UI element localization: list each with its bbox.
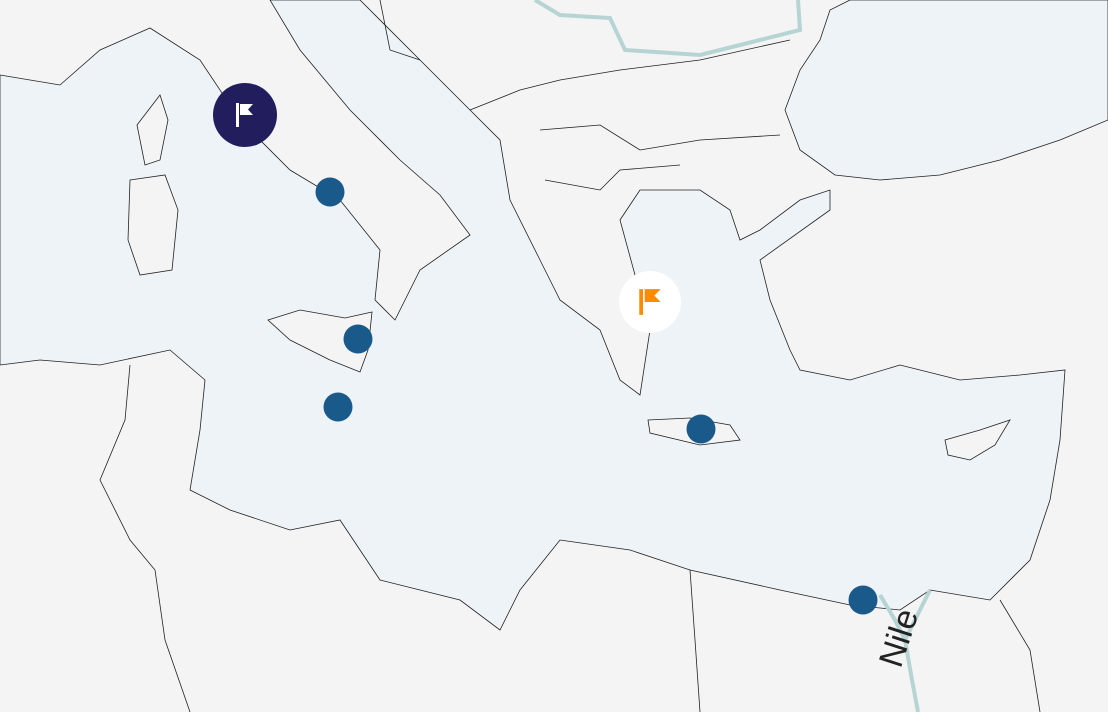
location-dot[interactable] xyxy=(686,414,716,444)
flag-icon xyxy=(639,289,661,315)
river-nile xyxy=(878,589,932,712)
island-corsica xyxy=(136,94,169,166)
flag-icon xyxy=(236,103,253,127)
sea-black-sea xyxy=(784,0,1108,181)
river-danube xyxy=(533,0,803,58)
location-dot[interactable] xyxy=(343,324,373,354)
sea-mediterranean xyxy=(0,0,1066,631)
location-dot[interactable] xyxy=(848,585,878,615)
island-cyprus xyxy=(944,419,1011,461)
secondary-flag-marker[interactable] xyxy=(619,271,681,333)
primary-flag-marker[interactable] xyxy=(213,83,277,147)
location-dot[interactable] xyxy=(323,392,353,422)
island-sardinia xyxy=(127,174,179,276)
location-dot[interactable] xyxy=(315,177,345,207)
island-sicily xyxy=(267,309,373,373)
borders xyxy=(99,0,1041,712)
